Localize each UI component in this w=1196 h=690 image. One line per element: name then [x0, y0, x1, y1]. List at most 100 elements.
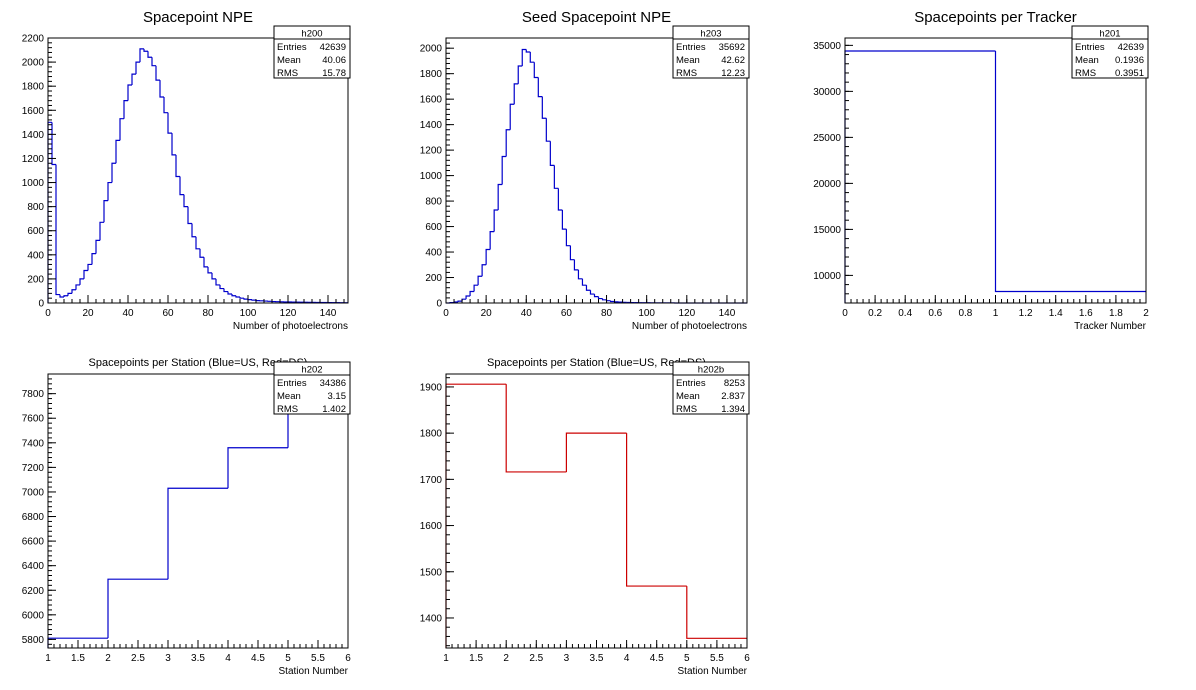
x-axis-label: Station Number: [279, 666, 349, 677]
stats-entries-value: 34386: [320, 378, 346, 389]
stats-rms-label: RMS: [1075, 68, 1096, 79]
histogram-bin: [231, 293, 236, 297]
y-tick-label: 7400: [22, 438, 45, 449]
stats-rms-value: 1.394: [721, 404, 745, 415]
panel-title: Spacepoints per Tracker: [914, 9, 1077, 26]
histogram-bin: [207, 266, 212, 274]
panel-title: Spacepoints per Station (Blue=US, Red=DS…: [487, 357, 706, 369]
histogram-bin: [155, 65, 160, 81]
stats-rms-value: 1.402: [322, 404, 346, 415]
histogram-bin: [83, 269, 88, 279]
histogram-bin: [235, 295, 240, 298]
histogram-bin: [171, 133, 176, 156]
x-tick-label: 3.5: [191, 653, 205, 664]
histogram-bin: [67, 292, 72, 296]
histogram-bin: [545, 118, 551, 142]
histogram-bin: [223, 288, 228, 293]
stats-entries-label: Entries: [676, 378, 706, 389]
histogram-bin: [219, 284, 224, 290]
stats-box: h203 Entries 35692 Mean 42.62 RMS 12.23: [672, 25, 750, 79]
histogram-bin: [517, 65, 523, 84]
stats-entries-label: Entries: [277, 42, 307, 53]
histogram-bin: [87, 263, 92, 271]
x-tick-label: 4.5: [251, 653, 265, 664]
stats-entries-label: Entries: [676, 42, 706, 53]
stats-box-frame: [1071, 25, 1149, 79]
histogram-bin: [489, 231, 495, 250]
histogram-bin: [529, 52, 535, 63]
histogram-bin: [581, 278, 587, 286]
y-tick-label: 1200: [420, 146, 443, 157]
histogram-bin: [561, 209, 567, 230]
stats-rms-label: RMS: [676, 68, 697, 79]
y-tick-label: 2000: [22, 58, 45, 69]
histogram-panel-4: Spacepoints per Station (Blue=US, Red=DS…: [22, 357, 351, 677]
y-tick-label: 20000: [813, 179, 841, 190]
histogram-bin: [167, 487, 228, 580]
histogram-bin: [565, 229, 571, 247]
y-tick-label: 7200: [22, 463, 45, 474]
plot-frame: [445, 373, 748, 649]
x-tick-label: 2.5: [529, 653, 543, 664]
y-tick-label: 200: [27, 274, 44, 285]
histogram-bin: [533, 62, 539, 79]
panel-title: Spacepoints per Station (Blue=US, Red=DS…: [89, 357, 308, 369]
y-tick-label: 1400: [420, 120, 443, 131]
histogram-bin: [457, 300, 463, 302]
x-tick-label: 40: [122, 308, 134, 319]
stats-mean-label: Mean: [277, 55, 301, 66]
x-tick-label: 1.6: [1079, 308, 1093, 319]
y-tick-label: 30000: [813, 87, 841, 98]
x-tick-label: 3.5: [590, 653, 604, 664]
histogram-bin: [461, 298, 467, 302]
y-tick-label: 1000: [22, 178, 45, 189]
histogram-bin: [195, 236, 200, 250]
stats-rms-label: RMS: [277, 404, 298, 415]
stats-mean-label: Mean: [277, 391, 301, 402]
histogram-bin: [215, 278, 220, 286]
y-tick-label: 1700: [420, 475, 443, 486]
histogram-bin: [493, 209, 499, 232]
y-tick-label: 6800: [22, 512, 45, 523]
stats-entries-value: 35692: [719, 42, 745, 53]
histogram-bin: [59, 294, 64, 298]
histogram-bin: [191, 223, 196, 238]
y-tick-label: 6600: [22, 537, 45, 548]
y-tick-label: 800: [425, 197, 442, 208]
x-axis-label: Tracker Number: [1074, 321, 1147, 332]
x-axis-label: Station Number: [678, 666, 748, 677]
stats-box-frame: [672, 25, 750, 79]
histogram-bin: [525, 49, 531, 53]
histogram-bin: [139, 48, 144, 63]
histogram-bin: [91, 253, 96, 265]
histogram-bin: [63, 295, 68, 297]
x-tick-label: 1.2: [1019, 308, 1033, 319]
y-tick-label: 1800: [22, 82, 45, 93]
x-tick-label: 6: [345, 653, 351, 664]
y-tick-label: 200: [425, 273, 442, 284]
x-tick-label: 2: [1143, 308, 1149, 319]
x-tick-label: 2.5: [131, 653, 145, 664]
histogram-bin: [505, 129, 511, 157]
histogram-bin: [227, 291, 232, 295]
histogram-bin: [609, 300, 615, 303]
histogram-bin: [147, 51, 152, 58]
y-tick-label: 1900: [420, 382, 443, 393]
histogram-bin: [199, 248, 204, 258]
stats-rms-value: 12.23: [721, 68, 745, 79]
histogram-bin: [51, 122, 56, 166]
y-tick-label: 1000: [420, 171, 443, 182]
histogram-bin: [537, 77, 543, 98]
histogram-bin: [597, 296, 603, 300]
stats-mean-value: 2.837: [721, 391, 745, 402]
y-tick-label: 10000: [813, 271, 841, 282]
stats-mean-label: Mean: [676, 391, 700, 402]
histogram-bin: [111, 162, 116, 183]
histogram-bin: [505, 384, 567, 473]
histogram-bin: [227, 447, 288, 489]
histogram-bin: [589, 290, 595, 295]
histogram-bin: [103, 200, 108, 223]
stats-rms-value: 15.78: [322, 68, 346, 79]
y-tick-label: 6200: [22, 586, 45, 597]
histogram-bin: [485, 248, 491, 265]
